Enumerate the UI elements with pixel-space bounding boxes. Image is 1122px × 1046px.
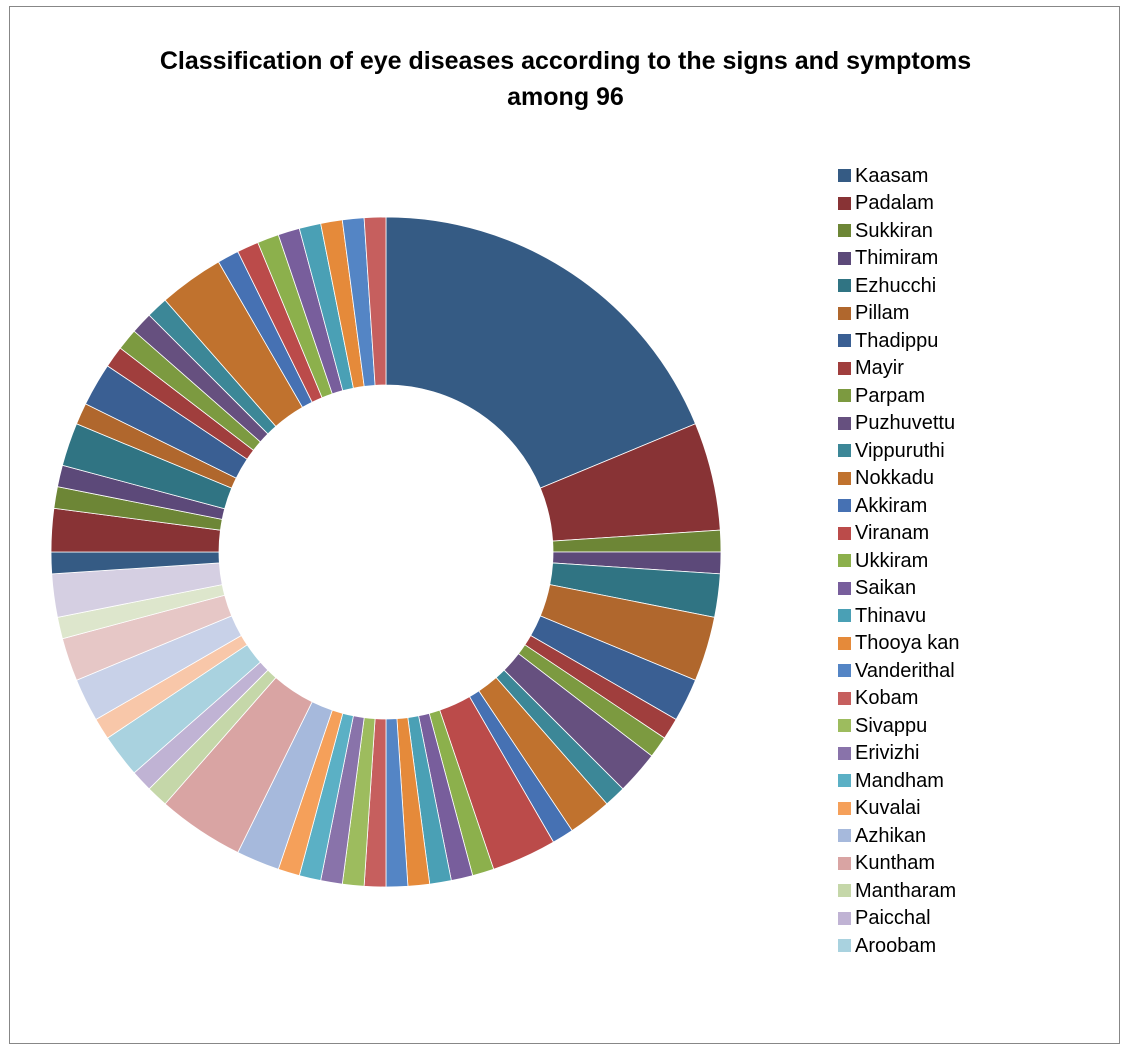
- legend-label: Sivappu: [855, 714, 928, 737]
- legend-swatch: [838, 389, 851, 403]
- legend-swatch: [838, 526, 851, 540]
- legend-item: Parpam: [838, 382, 1108, 410]
- chart-title: Classification of eye diseases according…: [10, 43, 1121, 115]
- legend-label: Mantharam: [855, 879, 957, 902]
- legend-swatch: [838, 774, 851, 788]
- legend-swatch: [838, 251, 851, 265]
- legend-label: Thimiram: [855, 247, 939, 270]
- legend-label: Erivizhi: [855, 742, 920, 765]
- legend-item: Thadippu: [838, 327, 1108, 355]
- legend-item: Azhikan: [838, 822, 1108, 850]
- legend-item: Thooya kan: [838, 630, 1108, 658]
- legend-item: Thinavu: [838, 602, 1108, 630]
- legend-swatch: [838, 499, 851, 513]
- legend-item: Kuntham: [838, 850, 1108, 878]
- legend-label: Thooya kan: [855, 632, 960, 655]
- legend-label: Ezhucchi: [855, 274, 937, 297]
- legend-label: Kobam: [855, 687, 919, 710]
- legend-swatch: [838, 554, 851, 568]
- legend-item: Saikan: [838, 575, 1108, 603]
- legend-item: Erivizhi: [838, 740, 1108, 768]
- legend-swatch: [838, 801, 851, 815]
- legend-swatch: [838, 361, 851, 375]
- legend-label: Kuvalai: [855, 797, 921, 820]
- legend-label: Parpam: [855, 384, 926, 407]
- legend-swatch: [838, 856, 851, 870]
- legend-item: Padalam: [838, 190, 1108, 218]
- legend-swatch: [838, 939, 851, 953]
- legend-item: Kaasam: [838, 162, 1108, 190]
- legend-swatch: [838, 911, 851, 925]
- legend-swatch: [838, 444, 851, 458]
- legend-item: Vippuruthi: [838, 437, 1108, 465]
- legend-swatch: [838, 829, 851, 843]
- legend-item: Pillam: [838, 300, 1108, 328]
- legend-label: Padalam: [855, 192, 934, 215]
- legend-label: Nokkadu: [855, 467, 934, 490]
- legend-swatch: [838, 636, 851, 650]
- legend-item: Viranam: [838, 520, 1108, 548]
- legend-item: Kobam: [838, 685, 1108, 713]
- legend-swatch: [838, 581, 851, 595]
- legend-swatch: [838, 691, 851, 705]
- donut-chart: [50, 216, 722, 888]
- legend-swatch: [838, 169, 851, 183]
- legend-item: Sukkiran: [838, 217, 1108, 245]
- legend-swatch: [838, 664, 851, 678]
- chart-title-line-2: among 96: [507, 83, 624, 111]
- chart-title-line-1: Classification of eye diseases according…: [159, 47, 972, 75]
- legend-swatch: [838, 416, 851, 430]
- donut-slice: [385, 216, 697, 489]
- legend-label: Thadippu: [855, 329, 939, 352]
- legend-item: Mantharam: [838, 877, 1108, 905]
- legend-label: Vanderithal: [855, 659, 955, 682]
- legend-label: Mayir: [855, 357, 904, 380]
- legend-swatch: [838, 609, 851, 623]
- legend-item: Aroobam: [838, 932, 1108, 960]
- legend-swatch: [838, 196, 851, 210]
- legend-item: Akkiram: [838, 492, 1108, 520]
- legend-label: Thinavu: [855, 604, 927, 627]
- legend-label: Mandham: [855, 769, 944, 792]
- legend-item: Vanderithal: [838, 657, 1108, 685]
- legend-label: Puzhuvettu: [855, 412, 956, 435]
- legend-label: Azhikan: [855, 824, 927, 847]
- legend-label: Kaasam: [855, 164, 929, 187]
- legend-label: Kuntham: [855, 852, 936, 875]
- legend-item: Ukkiram: [838, 547, 1108, 575]
- legend-item: Kuvalai: [838, 795, 1108, 823]
- legend-label: Ukkiram: [855, 549, 929, 572]
- legend-item: Nokkadu: [838, 465, 1108, 493]
- legend-item: Ezhucchi: [838, 272, 1108, 300]
- chart-legend: Kaasam Padalam Sukkiran Thimiram Ezhucchi Pil…: [838, 162, 1108, 960]
- legend-item: Mayir: [838, 355, 1108, 383]
- legend-swatch: [838, 306, 851, 320]
- legend-item: Sivappu: [838, 712, 1108, 740]
- legend-swatch: [838, 719, 851, 733]
- legend-label: Vippuruthi: [855, 439, 945, 462]
- legend-swatch: [838, 884, 851, 898]
- legend-item: Paicchal: [838, 905, 1108, 933]
- chart-area: Classification of eye diseases according…: [9, 6, 1120, 1044]
- legend-label: Saikan: [855, 577, 917, 600]
- legend-label: Paicchal: [855, 907, 931, 930]
- legend-label: Pillam: [855, 302, 910, 325]
- legend-swatch: [838, 746, 851, 760]
- legend-label: Sukkiran: [855, 219, 933, 242]
- legend-swatch: [838, 224, 851, 238]
- legend-item: Mandham: [838, 767, 1108, 795]
- legend-item: Puzhuvettu: [838, 410, 1108, 438]
- legend-swatch: [838, 471, 851, 485]
- legend-label: Akkiram: [855, 494, 928, 517]
- legend-label: Aroobam: [855, 934, 937, 957]
- legend-swatch: [838, 334, 851, 348]
- donut-slice: [363, 216, 387, 386]
- legend-label: Viranam: [855, 522, 930, 545]
- legend-item: Thimiram: [838, 245, 1108, 273]
- legend-swatch: [838, 279, 851, 293]
